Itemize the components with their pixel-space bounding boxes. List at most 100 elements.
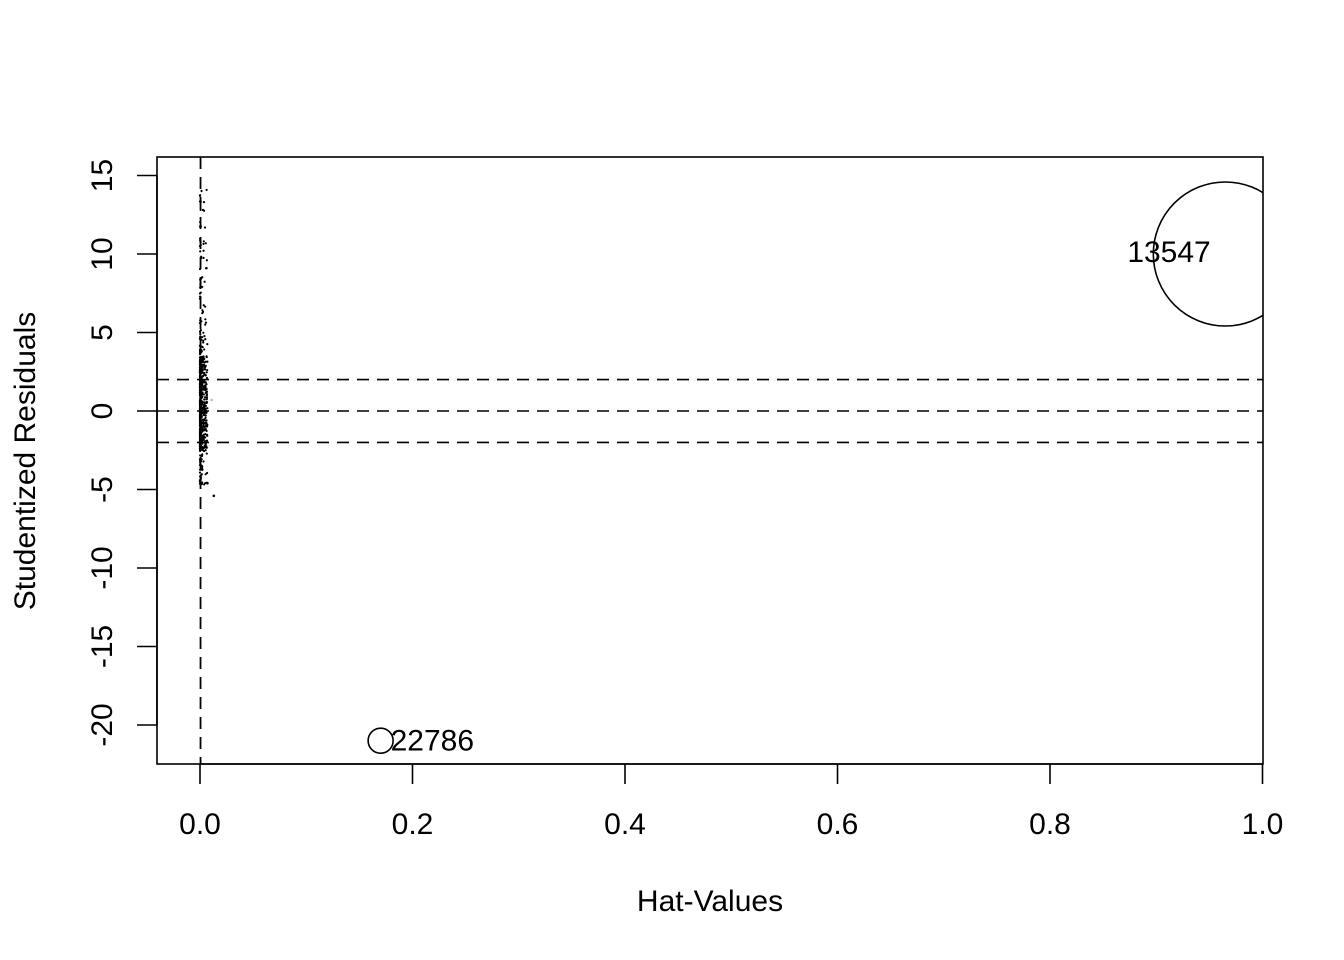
data-point: [200, 415, 203, 418]
y-tick-label-0: -20: [86, 703, 119, 746]
data-point: [199, 319, 202, 322]
data-point: [204, 404, 207, 407]
data-point: [198, 479, 202, 482]
data-point: [205, 439, 209, 442]
data-point: [200, 447, 203, 451]
data-point: [210, 398, 213, 402]
influence-bubbles: [367, 181, 1263, 755]
data-point: [204, 338, 207, 341]
data-point: [205, 355, 208, 358]
data-point: [203, 280, 206, 283]
data-point: [203, 396, 207, 399]
data-point: [200, 355, 204, 358]
data-point: [205, 410, 208, 413]
data-point: [199, 377, 202, 380]
data-point: [200, 255, 203, 258]
y-axis-label: Studentized Residuals: [9, 312, 42, 611]
data-point: [199, 281, 202, 284]
data-point: [205, 452, 208, 455]
data-point: [203, 418, 206, 421]
data-point: [206, 407, 209, 410]
data-point: [201, 369, 204, 372]
data-point: [198, 358, 202, 362]
data-point: [198, 420, 202, 424]
data-point: [199, 330, 202, 333]
x-tick-label-0: 0.0: [179, 808, 221, 841]
data-point: [198, 464, 202, 467]
x-tick-label-3: 0.6: [817, 808, 859, 841]
data-point: [205, 433, 209, 436]
data-point: [198, 322, 202, 325]
data-point: [204, 360, 207, 363]
data-point: [203, 441, 206, 444]
data-point: [200, 482, 203, 486]
data-point: [205, 445, 208, 448]
data-point: [198, 194, 202, 197]
data-point: [204, 318, 207, 321]
data-point: [201, 465, 204, 468]
data-point: [199, 225, 202, 228]
data-point: [199, 200, 202, 203]
point-labels: 13547 22786: [391, 236, 1211, 758]
data-point: [202, 240, 205, 243]
data-point: [204, 414, 207, 417]
data-point: [203, 412, 206, 415]
y-tick-label-4: 0: [86, 403, 119, 420]
data-point: [198, 267, 202, 271]
data-point: [199, 372, 202, 375]
data-point: [198, 295, 202, 298]
data-point: [204, 473, 207, 476]
data-point: [199, 389, 202, 392]
data-point: [199, 461, 202, 464]
data-point: [204, 388, 207, 392]
data-point: [198, 391, 202, 394]
data-point: [203, 364, 206, 367]
data-point: [202, 385, 206, 388]
data-point: [198, 360, 202, 363]
data-point: [203, 365, 206, 368]
data-point: [212, 494, 216, 498]
data-point: [201, 375, 204, 378]
data-point: [204, 305, 207, 308]
point-label-13547: 13547: [1127, 236, 1210, 269]
data-point: [205, 394, 208, 397]
y-tick-label-2: -10: [86, 546, 119, 589]
data-point: [201, 442, 204, 445]
data-point: [199, 368, 202, 372]
data-point: [199, 387, 202, 390]
data-point: [204, 242, 207, 245]
data-point: [202, 423, 205, 426]
y-tick-label-6: 10: [86, 237, 119, 270]
plot-frame: [156, 156, 1264, 765]
data-point: [198, 348, 202, 351]
data-point: [198, 384, 202, 388]
data-point: [198, 344, 202, 348]
data-point: [198, 449, 202, 452]
data-point: [202, 341, 205, 344]
data-point: [206, 360, 209, 363]
data-point: [200, 440, 204, 443]
data-point: [202, 242, 205, 246]
data-point: [200, 458, 203, 461]
y-axis: -20 -15 -10 -5 0 5 10 15: [86, 159, 158, 747]
data-point: [199, 427, 202, 430]
influence-bubble-22786: [367, 727, 394, 755]
data-point: [203, 334, 206, 338]
y-tick-label-7: 15: [86, 159, 119, 192]
data-point: [199, 429, 202, 432]
data-point: [200, 189, 203, 193]
x-tick-label-2: 0.4: [604, 808, 646, 841]
data-point: [205, 376, 209, 380]
data-point: [203, 380, 206, 383]
data-point: [203, 405, 206, 408]
data-point: [203, 407, 207, 410]
data-point: [201, 453, 204, 456]
data-point: [198, 459, 202, 463]
data-point: [203, 367, 206, 370]
data-point: [198, 382, 202, 385]
data-point: [198, 352, 202, 356]
data-point: [198, 424, 202, 427]
scatter-points: [198, 188, 216, 498]
data-point: [198, 471, 202, 474]
